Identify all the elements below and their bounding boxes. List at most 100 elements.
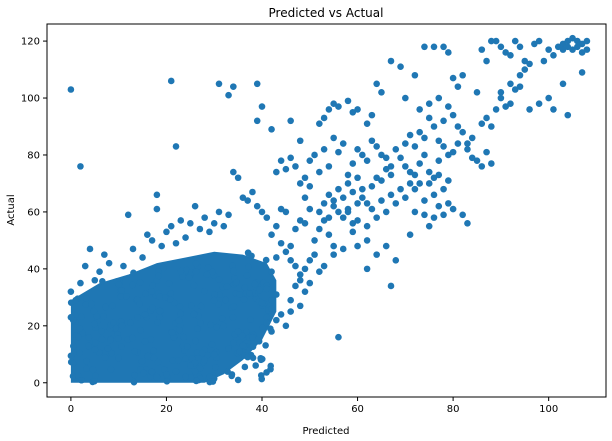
x-tick-label: 40 — [256, 404, 269, 415]
dense-point — [91, 339, 99, 347]
scatter-point — [459, 211, 466, 219]
scatter-point — [368, 205, 376, 213]
scatter-point — [459, 71, 466, 79]
scatter-point — [163, 370, 170, 378]
scatter-point — [273, 222, 280, 230]
scatter-point — [526, 60, 533, 68]
scatter-point — [282, 248, 290, 256]
scatter-point — [72, 296, 79, 304]
dense-point — [187, 374, 195, 381]
scatter-point — [387, 57, 395, 65]
scatter-point — [330, 100, 337, 108]
dense-point — [175, 317, 183, 324]
scatter-point — [425, 222, 433, 230]
scatter-point — [144, 231, 151, 239]
dense-point — [91, 320, 98, 328]
scatter-point — [406, 231, 414, 239]
scatter-point — [406, 168, 414, 176]
scatter-point — [330, 242, 337, 250]
scatter-point — [349, 220, 357, 227]
scatter-point — [268, 305, 275, 313]
scatter-point — [363, 120, 371, 127]
scatter-point — [253, 80, 261, 88]
scatter-point — [325, 231, 333, 239]
dense-point — [238, 332, 246, 340]
scatter-point — [373, 143, 380, 150]
scatter-point — [167, 222, 175, 230]
dense-point — [131, 371, 138, 379]
scatter-point — [382, 165, 390, 173]
scatter-point — [301, 265, 309, 273]
dense-point — [249, 343, 257, 350]
scatter-point — [483, 57, 490, 65]
scatter-point — [67, 86, 75, 93]
dense-point — [213, 323, 220, 331]
scatter-point — [344, 97, 352, 105]
scatter-point — [268, 231, 275, 239]
scatter-point — [339, 245, 347, 253]
scatter-point — [210, 220, 218, 227]
dense-point — [102, 303, 109, 311]
y-axis-ticks: 0 20 40 60 80 100 120 — [21, 37, 47, 389]
scatter-point — [253, 117, 261, 125]
scatter-point — [225, 345, 232, 352]
dense-point — [82, 300, 90, 308]
dense-point — [78, 313, 85, 321]
scatter-point — [320, 145, 328, 153]
dense-point — [180, 333, 188, 341]
scatter-point — [67, 288, 75, 295]
dense-point — [241, 363, 249, 371]
scatter-point — [440, 185, 447, 193]
scatter-point — [373, 214, 380, 221]
dense-point — [83, 295, 90, 302]
scatter-point — [387, 171, 395, 179]
scatter-point — [301, 220, 309, 227]
x-tick-label: 60 — [351, 404, 364, 415]
scatter-point — [435, 202, 443, 210]
scatter-point — [435, 137, 443, 145]
scatter-point — [449, 74, 457, 82]
scatter-point — [287, 117, 294, 125]
dense-point — [218, 314, 226, 322]
dense-point — [156, 307, 164, 315]
scatter-point — [325, 163, 333, 170]
scatter-point — [497, 94, 505, 102]
scatter-point — [215, 208, 223, 216]
scatter-point — [354, 200, 361, 207]
x-axis-ticks: 0 20 40 60 80 100 — [68, 397, 558, 415]
scatter-point — [454, 140, 462, 147]
scatter-point — [215, 80, 223, 88]
scatter-point — [91, 276, 99, 284]
scatter-point — [320, 262, 328, 270]
dense-point — [246, 290, 253, 297]
scatter-point — [273, 316, 280, 324]
scatter-point — [402, 163, 409, 170]
scatter-point — [316, 268, 323, 276]
dense-point — [243, 272, 251, 279]
dense-point — [228, 372, 235, 380]
scatter-point — [368, 111, 376, 119]
dense-point — [251, 280, 259, 288]
scatter-point — [344, 180, 352, 187]
scatter-point — [488, 37, 495, 45]
y-tick-label: 20 — [27, 321, 40, 332]
scatter-point — [411, 208, 419, 216]
dense-point — [209, 268, 216, 276]
scatter-point — [296, 302, 304, 310]
scatter-point — [478, 163, 486, 170]
scatter-point — [287, 308, 294, 315]
dense-point — [197, 302, 205, 310]
dense-point — [108, 349, 115, 357]
scatter-point — [378, 89, 385, 96]
scatter-point — [435, 157, 443, 164]
scatter-point — [497, 43, 505, 51]
scatter-point — [464, 145, 471, 153]
scatter-point — [550, 52, 557, 59]
dense-point — [78, 376, 85, 384]
dense-point — [85, 334, 93, 341]
scatter-point — [225, 211, 232, 219]
scatter-point — [440, 43, 447, 51]
dense-point — [115, 354, 122, 362]
dense-point — [118, 287, 126, 294]
dense-point — [91, 346, 99, 353]
